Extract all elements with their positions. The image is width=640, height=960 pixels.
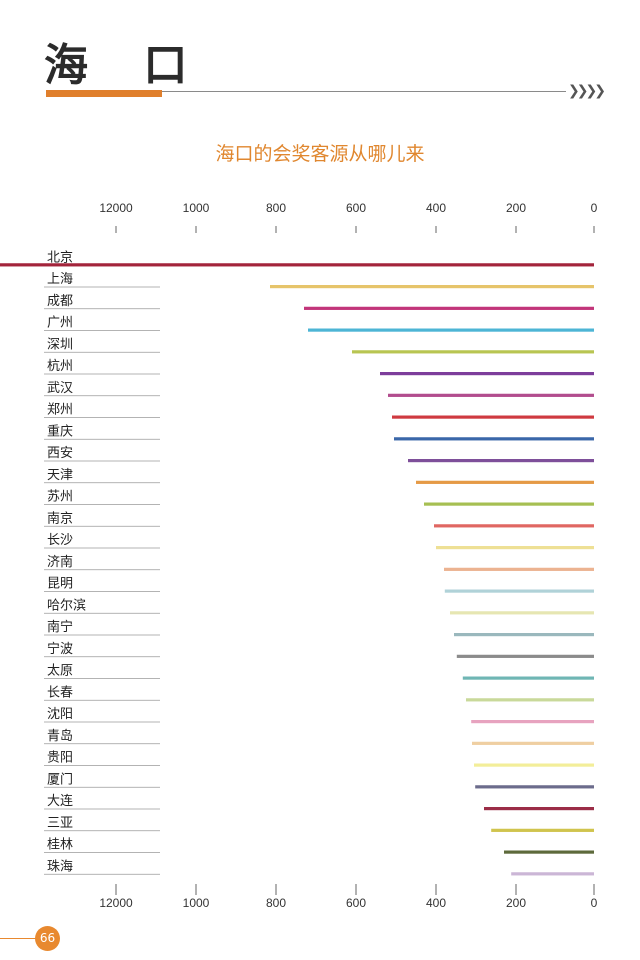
bar xyxy=(475,785,594,789)
bar xyxy=(450,611,594,615)
category-label: 武汉 xyxy=(47,381,73,396)
category-label: 长沙 xyxy=(47,533,73,548)
category-label: 北京 xyxy=(47,250,73,265)
x-tick-label: 0 xyxy=(591,896,598,910)
bar xyxy=(474,763,594,767)
category-label: 沈阳 xyxy=(47,707,73,722)
bar xyxy=(456,654,594,658)
category-label: 太原 xyxy=(47,664,73,679)
page-title: 海 口 xyxy=(44,40,208,91)
bar xyxy=(394,437,594,441)
x-tick-label: 1000 xyxy=(183,201,210,215)
bar xyxy=(392,415,594,419)
bar xyxy=(270,285,594,289)
bar xyxy=(416,480,594,484)
chevrons-icon: ❯❯❯❯ xyxy=(568,83,606,99)
bar xyxy=(444,589,594,593)
category-label: 昆明 xyxy=(47,577,73,592)
bar xyxy=(436,546,594,550)
page-number-line xyxy=(0,938,36,939)
bar xyxy=(424,502,594,506)
header-accent-bar xyxy=(46,90,162,97)
x-tick-label: 0 xyxy=(591,201,598,215)
category-label: 深圳 xyxy=(47,337,73,352)
category-label: 贵阳 xyxy=(47,751,73,766)
bar xyxy=(484,807,594,811)
bar xyxy=(408,459,594,463)
bar xyxy=(511,872,594,876)
category-label: 济南 xyxy=(47,554,73,570)
category-label: 青岛 xyxy=(47,728,73,744)
category-label: 厦门 xyxy=(47,772,73,787)
x-tick-label: 1000 xyxy=(183,896,210,910)
category-label: 郑州 xyxy=(47,403,73,418)
category-label: 重庆 xyxy=(47,423,73,439)
bar xyxy=(444,567,594,571)
category-label: 南京 xyxy=(47,510,73,526)
x-tick-label: 200 xyxy=(506,896,526,910)
bar xyxy=(472,741,594,745)
bar xyxy=(491,828,594,832)
category-label: 大连 xyxy=(47,793,73,809)
category-label: 西安 xyxy=(47,446,73,461)
bar xyxy=(466,698,594,702)
chart-title: 海口的会奖客源从哪儿来 xyxy=(215,143,425,165)
category-label: 长春 xyxy=(47,685,73,700)
bar xyxy=(504,850,594,854)
category-label: 上海 xyxy=(47,272,73,287)
category-label: 苏州 xyxy=(47,489,73,505)
category-label: 南宁 xyxy=(47,619,73,635)
category-label: 宁波 xyxy=(47,641,73,657)
header-rule xyxy=(46,91,566,92)
bar xyxy=(462,676,594,680)
category-label: 广州 xyxy=(47,316,73,331)
category-label: 杭州 xyxy=(47,359,73,374)
x-tick-label: 400 xyxy=(426,896,446,910)
x-tick-label: 600 xyxy=(346,896,366,910)
category-label: 成都 xyxy=(47,294,73,309)
category-label: 天津 xyxy=(47,468,73,483)
bar xyxy=(434,524,594,528)
bar xyxy=(308,328,594,332)
x-tick-label: 600 xyxy=(346,201,366,215)
category-label: 珠海 xyxy=(47,859,73,874)
bar xyxy=(0,263,594,267)
x-tick-label: 400 xyxy=(426,201,446,215)
x-tick-label: 200 xyxy=(506,201,526,215)
x-tick-label: 12000 xyxy=(99,896,133,910)
category-label: 桂林 xyxy=(47,838,73,853)
bar xyxy=(352,350,594,354)
bar xyxy=(454,633,594,637)
bar xyxy=(471,720,594,724)
bar xyxy=(304,306,594,310)
bar xyxy=(388,393,594,397)
category-label: 三亚 xyxy=(47,816,73,831)
x-tick-label: 12000 xyxy=(99,201,133,215)
page-number-badge: 66 xyxy=(35,926,60,951)
x-tick-label: 800 xyxy=(266,896,286,910)
category-label: 哈尔滨 xyxy=(47,597,86,613)
bar xyxy=(380,372,594,376)
x-tick-label: 800 xyxy=(266,201,286,215)
